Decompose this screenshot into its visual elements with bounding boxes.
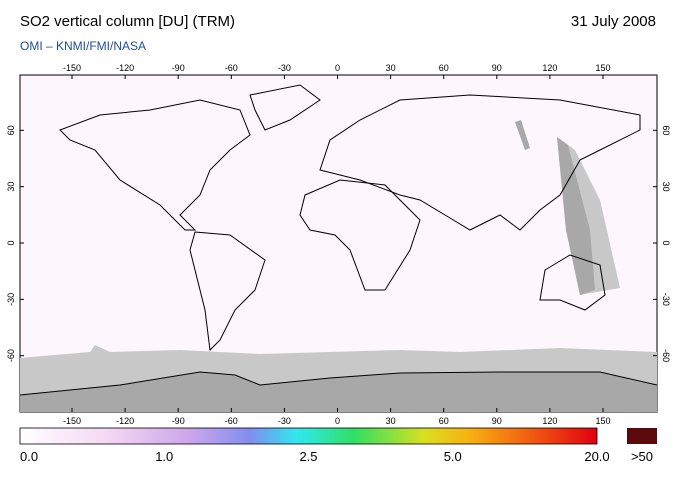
lat-tick-label: -30 — [6, 293, 16, 306]
no-data-strip — [515, 120, 530, 150]
map-axes: -150 -150 -120 -120 -90 -90 -60 -60 -30 -30 0 0 30 30… — [6, 63, 671, 426]
colorbar-label: 1.0 — [155, 449, 173, 464]
lon-tick-label: -60 — [225, 63, 238, 73]
colorbar-label: 5.0 — [444, 449, 462, 464]
lon-tick-label: -30 — [278, 63, 291, 73]
date: 31 July 2008 — [571, 13, 656, 30]
lon-tick-label: 30 — [386, 416, 396, 426]
subtitle: OMI – KNMI/FMI/NASA — [20, 39, 146, 53]
colorbar-label: 20.0 — [584, 449, 609, 464]
lon-tick-label: -30 — [278, 416, 291, 426]
lon-tick-label: 0 — [335, 63, 340, 73]
lon-tick-label: 0 — [335, 416, 340, 426]
lon-tick-label: -60 — [225, 416, 238, 426]
lon-tick-label: 90 — [492, 63, 502, 73]
lon-tick-label: 90 — [492, 416, 502, 426]
lat-tick-label: -60 — [6, 349, 16, 362]
lat-tick-label: 30 — [661, 182, 671, 192]
lon-tick-label: -120 — [116, 63, 134, 73]
lon-tick-label: -90 — [172, 416, 185, 426]
colorbar-label: 0.0 — [20, 449, 38, 464]
lon-tick-label: 120 — [542, 63, 557, 73]
lon-tick-label: -90 — [172, 63, 185, 73]
lon-tick-label: 150 — [595, 63, 610, 73]
colorbar-label: 2.5 — [299, 449, 317, 464]
lat-tick-label: 60 — [6, 125, 16, 135]
lat-tick-label: -60 — [661, 349, 671, 362]
coastlines — [19, 84, 658, 396]
title: SO2 vertical column [DU] (TRM) — [20, 13, 235, 30]
colorbar-scale — [19, 427, 598, 445]
lon-tick-label: 150 — [595, 416, 610, 426]
lon-tick-label: 30 — [386, 63, 396, 73]
lon-tick-label: -150 — [63, 416, 81, 426]
lon-tick-label: 60 — [439, 416, 449, 426]
lat-tick-label: 0 — [6, 240, 16, 245]
colorbar-overflow — [627, 428, 657, 444]
antarctica-shade — [20, 372, 657, 412]
colorbar: >50 — [19, 427, 657, 464]
colorbar-label: >50 — [631, 449, 653, 464]
map: -150 -150 -120 -120 -90 -90 -60 -60 -30 -30 0 0 30 30… — [6, 63, 671, 426]
lat-tick-label: 0 — [661, 240, 671, 245]
lon-tick-label: 120 — [542, 416, 557, 426]
lon-tick-label: -120 — [116, 416, 134, 426]
lat-tick-label: -30 — [661, 293, 671, 306]
lon-tick-label: 60 — [439, 63, 449, 73]
lat-tick-label: 30 — [6, 182, 16, 192]
lat-tick-label: 60 — [661, 125, 671, 135]
lon-tick-label: -150 — [63, 63, 81, 73]
no-data-swath-dark — [557, 137, 595, 295]
